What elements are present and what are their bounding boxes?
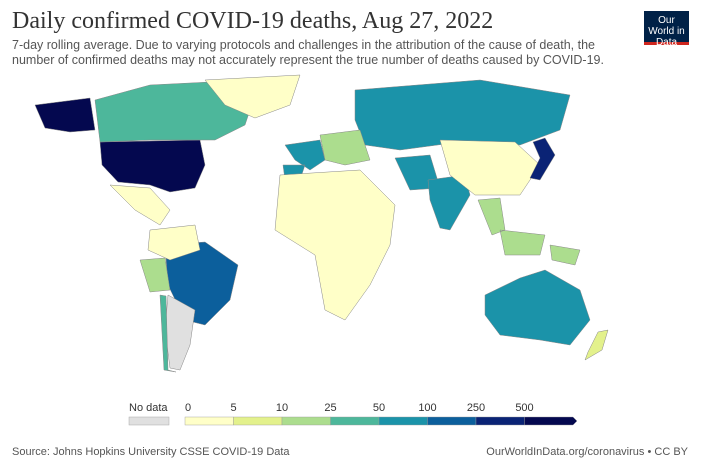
- country-united-states[interactable]: [34, 97, 206, 193]
- legend-tick-label: 5: [230, 402, 236, 414]
- country-southeast-asia[interactable]: [477, 197, 581, 266]
- legend-tick-label: 500: [515, 402, 533, 414]
- legend-tick-label: 0: [185, 402, 191, 414]
- legend-bin-3[interactable]: [330, 416, 380, 426]
- country-chile[interactable]: [159, 294, 177, 373]
- country-japan[interactable]: [529, 137, 556, 181]
- legend-bin-0[interactable]: [184, 416, 234, 426]
- legend-tick-label: 100: [418, 402, 436, 414]
- country-russia[interactable]: [354, 79, 571, 151]
- legend-tick-label: 10: [276, 402, 288, 414]
- source-note: Source: Johns Hopkins University CSSE CO…: [12, 446, 290, 458]
- country-canada[interactable]: [94, 81, 256, 143]
- country-eastern-europe[interactable]: [319, 129, 371, 166]
- country-greenland[interactable]: [204, 74, 301, 119]
- legend-bin-5[interactable]: [427, 416, 477, 426]
- country-peru[interactable]: [139, 257, 171, 293]
- country-australia[interactable]: [484, 269, 591, 346]
- chart-subtitle: 7-day rolling average. Due to varying pr…: [12, 38, 604, 67]
- owid-logo[interactable]: Our World in Data: [644, 11, 689, 48]
- legend-bin-1[interactable]: [233, 416, 283, 426]
- legend-tick-label: 50: [373, 402, 385, 414]
- legend-bin-4[interactable]: [378, 416, 428, 426]
- chart-title: Daily confirmed COVID-19 deaths, Aug 27,…: [12, 8, 494, 34]
- country-africa[interactable]: [274, 169, 396, 321]
- legend-no-data-swatch: [128, 416, 170, 426]
- country-colombia[interactable]: [147, 224, 201, 261]
- country-new-zealand[interactable]: [584, 329, 609, 361]
- world-map: [34, 74, 609, 373]
- legend-bin-7[interactable]: [524, 416, 578, 426]
- country-china[interactable]: [439, 139, 541, 196]
- footer-link[interactable]: OurWorldInData.org/coronavirus • CC BY: [486, 446, 688, 458]
- legend-bin-6[interactable]: [475, 416, 525, 426]
- legend: No data 0 5 10 25 50 100 250 500: [128, 402, 578, 426]
- legend-tick-label: 250: [467, 402, 485, 414]
- legend-tick-label: 25: [324, 402, 336, 414]
- legend-no-data-label: No data: [129, 402, 168, 414]
- country-mexico[interactable]: [109, 184, 171, 226]
- legend-bin-2[interactable]: [281, 416, 331, 426]
